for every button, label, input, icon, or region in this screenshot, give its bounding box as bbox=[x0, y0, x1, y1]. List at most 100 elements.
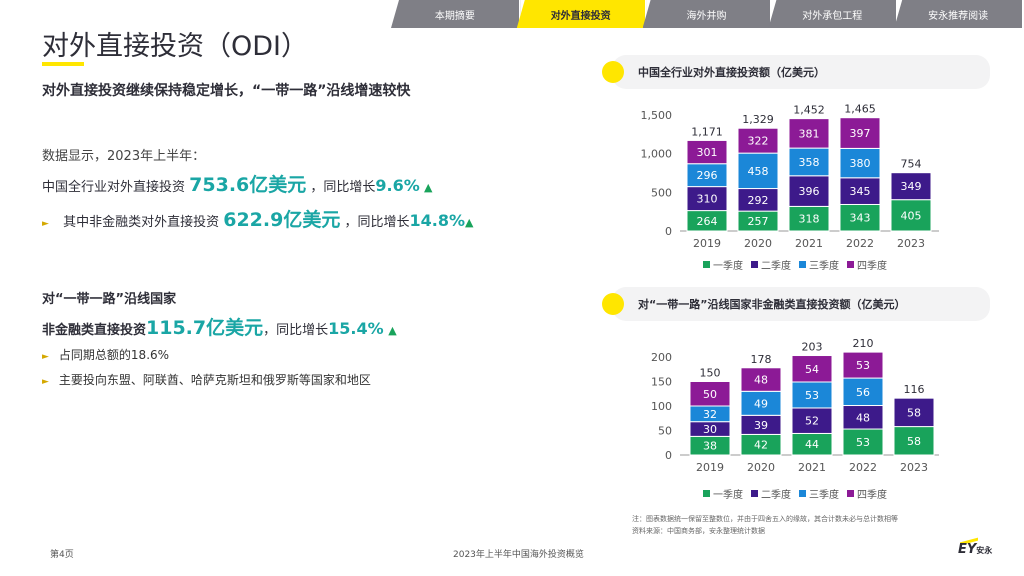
tab-recommended[interactable]: 安永推荐阅读 bbox=[894, 0, 1024, 28]
bar-segment bbox=[788, 175, 830, 207]
list-item: ► 主要投向东盟、阿联酋、哈萨克斯坦和俄罗斯等国家和地区 bbox=[42, 371, 371, 388]
bar-data-label: 30 bbox=[703, 423, 717, 436]
bar-total-label: 116 bbox=[904, 383, 925, 396]
tab-summary[interactable]: 本期摘要 bbox=[391, 0, 521, 28]
x-tick-label: 2021 bbox=[798, 461, 826, 474]
legend-swatch bbox=[799, 261, 806, 268]
nonfin-odi-label: 其中非金融类对外直接投资 bbox=[63, 215, 220, 230]
bar-segment bbox=[890, 199, 932, 232]
y-tick-label: 200 bbox=[651, 351, 672, 364]
legend-label: 三季度 bbox=[809, 490, 839, 501]
bar-segment bbox=[842, 351, 884, 379]
up-triangle-icon: ▲ bbox=[423, 181, 433, 194]
legend-label: 二季度 bbox=[761, 261, 791, 272]
legend-label: 三季度 bbox=[809, 261, 839, 272]
bar-segment bbox=[839, 203, 881, 232]
bri-heading: 对“一带一路”沿线国家 bbox=[42, 292, 177, 307]
bar-total-label: 150 bbox=[700, 367, 721, 380]
bar-total-label: 178 bbox=[751, 353, 772, 366]
bar-data-label: 322 bbox=[748, 135, 769, 148]
bar-data-label: 39 bbox=[754, 419, 768, 432]
bar-data-label: 49 bbox=[754, 397, 768, 410]
chart2-title: 对“一带一路”沿线国家非金融类直接投资额（亿美元） bbox=[638, 298, 906, 311]
page-title: 对外直接投资（ODI） bbox=[42, 31, 309, 62]
legend-label: 二季度 bbox=[761, 490, 791, 501]
tab-contracting[interactable]: 对外承包工程 bbox=[768, 0, 899, 28]
chart1-title: 中国全行业对外直接投资额（亿美元） bbox=[638, 66, 825, 79]
bullet-icon: ► bbox=[42, 352, 49, 362]
nonfin-odi-growth: 14.8% bbox=[409, 211, 465, 230]
legend-swatch bbox=[799, 490, 806, 497]
bri-investment-line: 非金融类直接投资115.7亿美元，同比增长15.4% ▲ bbox=[42, 313, 397, 340]
bar-data-label: 358 bbox=[799, 156, 820, 169]
bar-data-label: 301 bbox=[697, 146, 718, 159]
source-text: 资料来源：中国商务部，安永整理统计数据 bbox=[632, 527, 765, 535]
legend-label: 一季度 bbox=[713, 261, 743, 272]
tab-mna[interactable]: 海外并购 bbox=[642, 0, 773, 28]
footer-title: 2023年上半年中国海外投资概览 bbox=[453, 550, 584, 560]
bar-data-label: 38 bbox=[703, 440, 717, 453]
bar-total-label: 1,452 bbox=[793, 104, 825, 117]
ey-logo-cn: 安永 bbox=[976, 546, 993, 555]
bri-bullet-2: 主要投向东盟、阿联酋、哈萨克斯坦和俄罗斯等国家和地区 bbox=[58, 373, 371, 387]
chart1-legend: 一季度 二季度 三季度 四季度 bbox=[703, 257, 887, 272]
legend-swatch bbox=[847, 261, 854, 268]
y-tick-label: 0 bbox=[665, 225, 672, 238]
bar-data-label: 53 bbox=[856, 436, 870, 449]
title-accent-bar bbox=[42, 62, 84, 66]
bar-data-label: 58 bbox=[907, 435, 921, 448]
y-tick-label: 150 bbox=[651, 376, 672, 389]
legend-swatch bbox=[751, 261, 758, 268]
bar-data-label: 318 bbox=[799, 213, 820, 226]
chart1-header: 中国全行业对外直接投资额（亿美元） bbox=[602, 55, 990, 89]
y-tick-label: 1,500 bbox=[641, 109, 673, 122]
ey-logo-text: EY bbox=[958, 542, 977, 557]
page-number: 第4页 bbox=[50, 550, 74, 560]
total-odi-line: 中国全行业对外直接投资 753.6亿美元 ，同比增长9.6% ▲ bbox=[42, 170, 432, 197]
bar-segment bbox=[740, 367, 782, 392]
list-item: ► 占同期总额的18.6% bbox=[42, 346, 169, 363]
x-tick-label: 2019 bbox=[696, 461, 724, 474]
bar-data-label: 50 bbox=[703, 388, 717, 401]
note-text: 注：图表数据统一保留至整数位，并由于四舍五入的缘故，其合计数未必与总计数相等 bbox=[632, 515, 898, 523]
legend-swatch bbox=[751, 490, 758, 497]
total-odi-mid: ，同比增长 bbox=[310, 180, 376, 195]
bar-segment bbox=[689, 381, 731, 407]
x-tick-label: 2019 bbox=[693, 237, 721, 250]
bar-data-label: 42 bbox=[754, 439, 768, 452]
legend-item: 三季度 bbox=[799, 257, 839, 272]
bar-segment bbox=[890, 172, 932, 201]
x-tick-label: 2023 bbox=[897, 237, 925, 250]
total-odi-label: 中国全行业对外直接投资 bbox=[42, 180, 186, 195]
bar-data-label: 345 bbox=[850, 185, 871, 198]
bar-data-label: 54 bbox=[805, 363, 819, 376]
bar-data-label: 349 bbox=[901, 180, 922, 193]
intro-text: 数据显示，2023年上半年： bbox=[42, 149, 206, 164]
bar-data-label: 48 bbox=[856, 411, 870, 424]
bar-segment bbox=[791, 381, 833, 409]
x-tick-label: 2020 bbox=[747, 461, 775, 474]
bar-data-label: 53 bbox=[856, 359, 870, 372]
bar-segment bbox=[788, 205, 830, 232]
bar-data-label: 48 bbox=[754, 374, 768, 387]
bri-label: 非金融类直接投资 bbox=[42, 323, 147, 338]
bri-mid: ，同比增长 bbox=[263, 323, 329, 338]
bar-data-label: 292 bbox=[748, 194, 769, 207]
bar-data-label: 296 bbox=[697, 169, 718, 182]
bullet-icon: ► bbox=[42, 219, 49, 229]
bar-segment bbox=[839, 117, 881, 149]
chart2-legend: 一季度 二季度 三季度 四季度 bbox=[703, 486, 887, 501]
bar-total-label: 754 bbox=[901, 158, 922, 171]
page-subtitle: 对外直接投资继续保持稳定增长，“一带一路”沿线增速较快 bbox=[42, 83, 411, 99]
bar-total-label: 203 bbox=[802, 341, 823, 354]
legend-item: 二季度 bbox=[751, 486, 791, 501]
legend-label: 四季度 bbox=[857, 261, 887, 272]
odi-stacked-bar-chart: 0 500 1,000 1,500 264 310 296 301 1,171 2019 257 29… bbox=[641, 103, 939, 250]
ey-logo: EY安永 bbox=[958, 542, 992, 557]
bri-growth: 15.4% bbox=[328, 319, 384, 338]
bar-data-label: 52 bbox=[805, 415, 819, 428]
bar-data-label: 53 bbox=[805, 389, 819, 402]
tab-odi[interactable]: 对外直接投资 bbox=[516, 0, 647, 28]
legend-item: 一季度 bbox=[703, 486, 743, 501]
top-nav-tabs: 本期摘要 对外直接投资 海外并购 对外承包工程 安永推荐阅读 bbox=[391, 0, 1024, 28]
